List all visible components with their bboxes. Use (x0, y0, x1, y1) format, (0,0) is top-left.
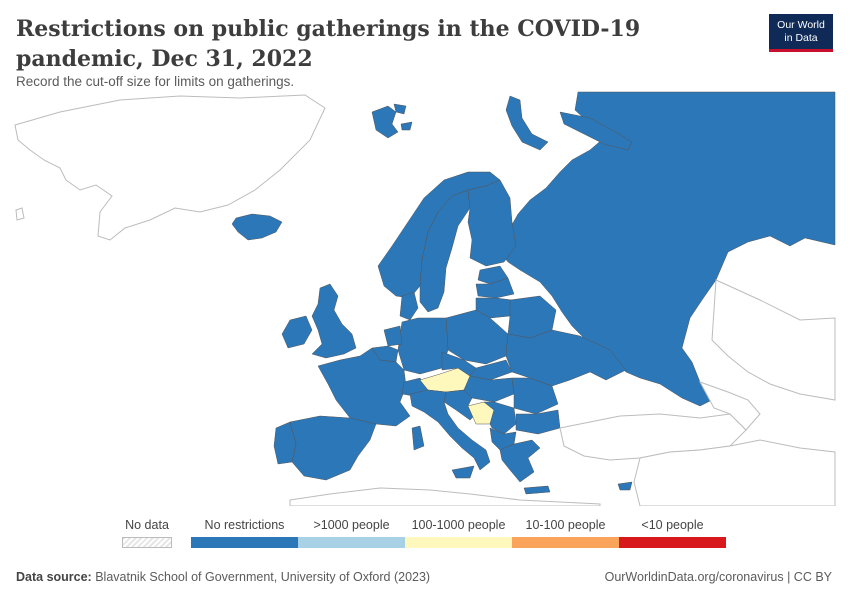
legend-label-no-restrictions: No restrictions (204, 518, 285, 532)
legend-swatch-100-1000[interactable] (405, 537, 512, 548)
region-sardinia (411, 425, 425, 451)
logo-line-1: Our World (777, 19, 825, 31)
region-north-africa-edge[interactable] (289, 487, 601, 506)
region-ukraine[interactable] (505, 329, 627, 387)
region-svalbard[interactable] (371, 105, 399, 139)
region-greenland[interactable] (14, 94, 326, 241)
region-russia-north-island (559, 111, 633, 151)
data-source-label: Data source: (16, 570, 92, 584)
region-novaya-zemlya (505, 95, 549, 151)
region-finland[interactable] (467, 179, 517, 267)
region-sicily (451, 465, 475, 479)
region-greenland-islet (15, 207, 25, 221)
legend-swatch-no-restrictions[interactable] (191, 537, 298, 548)
logo-line-2: in Data (784, 32, 818, 44)
region-poland[interactable] (445, 309, 509, 365)
legend-label-100-1000: 100-1000 people (411, 518, 506, 532)
region-greece[interactable] (499, 439, 541, 483)
region-svalbard-3 (400, 121, 413, 131)
region-italy[interactable] (409, 389, 491, 471)
legend-swatch-no-data[interactable] (122, 537, 172, 548)
region-ireland[interactable] (281, 315, 313, 349)
legend-label-no-data: No data (125, 518, 169, 532)
chart-title: Restrictions on public gatherings in the… (16, 16, 641, 72)
legend-label-under-10: <10 people (641, 518, 704, 532)
region-svalbard-2 (393, 103, 407, 115)
data-source: Data source: Blavatnik School of Governm… (16, 570, 430, 584)
region-united-kingdom[interactable] (311, 283, 357, 359)
region-bulgaria[interactable] (515, 409, 561, 435)
region-sweden[interactable] (419, 189, 471, 313)
legend-swatch-under-10[interactable] (619, 537, 726, 548)
region-netherlands[interactable] (383, 325, 403, 347)
region-portugal[interactable] (273, 421, 297, 465)
region-denmark[interactable] (399, 291, 419, 321)
chart-subtitle: Record the cut-off size for limits on ga… (16, 74, 295, 89)
footer-link[interactable]: OurWorldinData.org/coronavirus | CC BY (604, 570, 832, 584)
legend-swatch-over-1000[interactable] (298, 537, 405, 548)
region-slovakia[interactable] (469, 359, 513, 381)
region-caucasus[interactable] (698, 381, 761, 431)
region-kazakhstan-edge[interactable] (711, 279, 836, 401)
region-latvia[interactable] (475, 277, 515, 299)
legend-swatch-10-100[interactable] (512, 537, 619, 548)
data-source-text[interactable]: Blavatnik School of Government, Universi… (95, 570, 431, 584)
region-iceland[interactable] (231, 213, 283, 241)
region-middle-east[interactable] (633, 439, 836, 506)
legend-label-over-1000: >1000 people (313, 518, 390, 532)
region-cyprus[interactable] (617, 481, 633, 491)
map-legend: No data No restrictions >1000 people 100… (0, 516, 850, 552)
region-crete (523, 485, 551, 495)
choropleth-map[interactable] (0, 86, 850, 506)
owid-logo[interactable]: Our World in Data (769, 14, 833, 52)
legend-label-10-100: 10-100 people (525, 518, 606, 532)
region-spain[interactable] (289, 415, 377, 481)
region-romania[interactable] (511, 377, 559, 415)
region-germany[interactable] (397, 317, 449, 375)
